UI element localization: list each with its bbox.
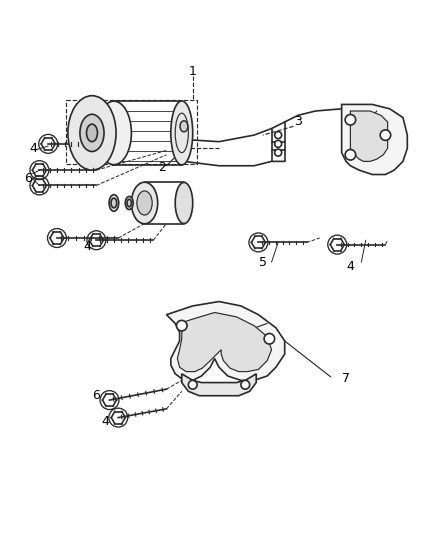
Ellipse shape [137, 191, 152, 215]
Text: 3: 3 [294, 116, 302, 128]
Circle shape [275, 149, 282, 156]
Ellipse shape [180, 121, 188, 132]
Text: 7: 7 [342, 372, 350, 385]
Ellipse shape [109, 195, 119, 211]
Circle shape [345, 115, 356, 125]
Polygon shape [177, 312, 272, 372]
Polygon shape [342, 104, 407, 174]
Circle shape [188, 381, 197, 389]
Text: 4: 4 [101, 416, 109, 429]
Text: 4: 4 [84, 240, 92, 253]
Circle shape [345, 150, 356, 160]
Ellipse shape [171, 101, 193, 165]
Polygon shape [182, 374, 256, 395]
Circle shape [177, 320, 187, 331]
Ellipse shape [86, 124, 97, 142]
Ellipse shape [96, 101, 131, 165]
Text: 4: 4 [346, 260, 354, 273]
Text: 5: 5 [259, 256, 267, 269]
Polygon shape [166, 302, 285, 381]
Ellipse shape [125, 197, 133, 209]
Ellipse shape [80, 114, 104, 151]
Ellipse shape [111, 198, 117, 208]
Text: 6: 6 [25, 172, 32, 185]
Ellipse shape [127, 199, 131, 207]
Text: 1: 1 [189, 65, 197, 78]
Circle shape [380, 130, 391, 140]
Circle shape [241, 381, 250, 389]
Text: 2: 2 [158, 161, 166, 174]
Text: 4: 4 [29, 142, 37, 155]
Circle shape [264, 334, 275, 344]
Circle shape [275, 132, 282, 139]
Polygon shape [350, 111, 388, 161]
Ellipse shape [131, 182, 158, 224]
Circle shape [275, 140, 282, 147]
Ellipse shape [68, 96, 116, 170]
Ellipse shape [175, 182, 193, 223]
Text: 6: 6 [92, 389, 100, 402]
